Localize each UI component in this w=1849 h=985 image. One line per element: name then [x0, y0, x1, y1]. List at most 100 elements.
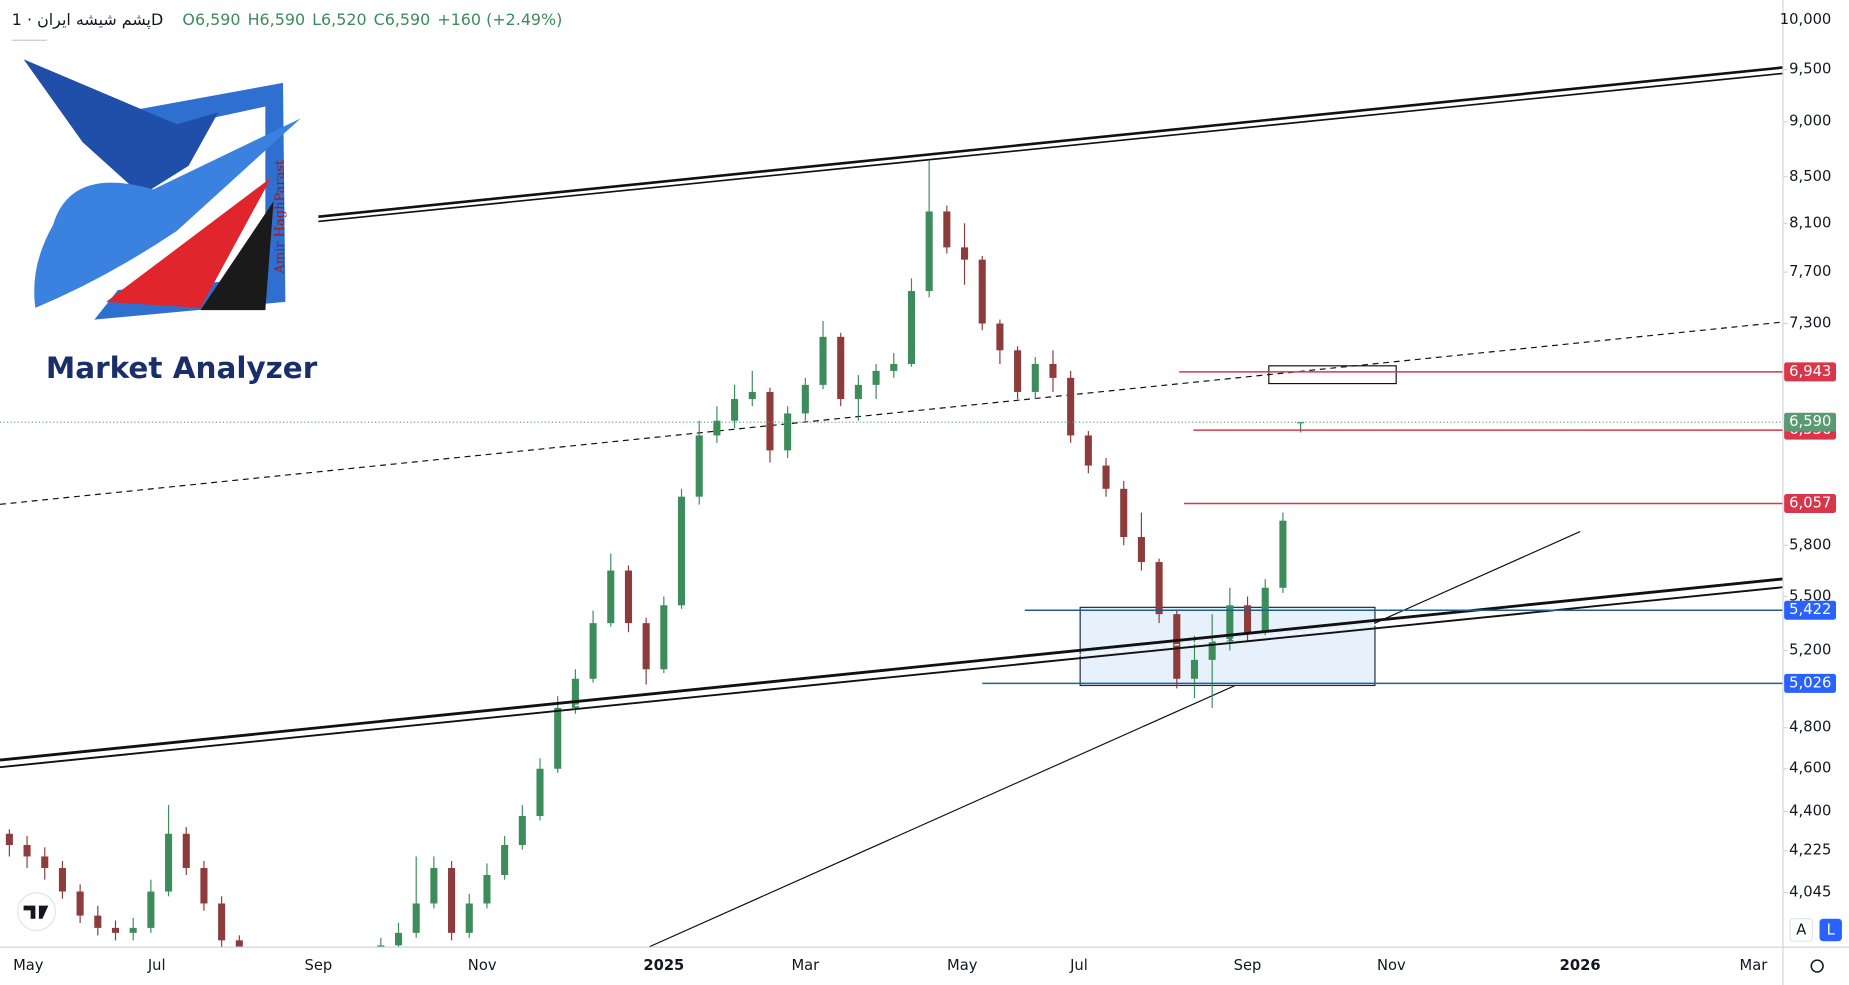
candle-body — [58, 867, 66, 892]
axes: 10,000 9,500 9,000 8,500 8,100 7,700 7,300 5,80… — [13, 11, 1831, 974]
settings-icon[interactable] — [1810, 959, 1824, 973]
log-button-label[interactable]: L — [1827, 922, 1836, 939]
tv-logo — [17, 892, 57, 932]
channel-line — [0, 586, 1783, 769]
candle-body — [571, 678, 579, 708]
price-tag-label: 5,422 — [1789, 601, 1831, 618]
ohlc-value: C6,590 — [374, 10, 431, 29]
x-tick-label: Jul — [1069, 957, 1088, 974]
candle-body — [925, 211, 933, 292]
price-tag — [1784, 362, 1837, 382]
candle-body — [1155, 562, 1163, 615]
candle-body — [1279, 520, 1287, 588]
x-tick-label: Jul — [147, 957, 166, 974]
x-tick-label: May — [13, 957, 44, 974]
candle-body — [589, 623, 597, 679]
y-tick-label: 8,500 — [1789, 168, 1831, 185]
x-tick-label: Mar — [791, 957, 820, 974]
price-tag — [1784, 673, 1837, 693]
candle-body — [1031, 363, 1039, 392]
time-axis — [0, 947, 1783, 985]
trend-line — [318, 66, 1783, 218]
x-tick-label: Mar — [1740, 957, 1769, 974]
symbol: پشم شیشه ایران · 1D — [12, 10, 163, 30]
channel-line — [0, 577, 1783, 762]
candle-body — [41, 856, 49, 868]
price-tag — [1784, 600, 1837, 620]
candle-body — [996, 323, 1004, 351]
price-tag-label: 6,057 — [1789, 494, 1831, 511]
candle-body — [465, 903, 473, 933]
y-tick-label: 4,400 — [1789, 803, 1831, 820]
y-tick-label: 4,045 — [1789, 884, 1831, 901]
candle-body — [1067, 377, 1075, 436]
header: پشم شیشه ایران · 1D O6,590 H6,590 L6,520 C6… — [12, 10, 563, 30]
candle-body — [978, 259, 986, 324]
candle-body — [111, 927, 120, 933]
logo-red — [106, 177, 272, 308]
trend-line — [318, 72, 1783, 223]
logo-title: Market Analyzer — [46, 351, 318, 385]
x-tick-label: 2026 — [1560, 957, 1601, 974]
tv-badge — [17, 892, 57, 932]
candle-body — [677, 496, 686, 606]
candle-body — [147, 891, 155, 928]
ohlc-value: O6,590 — [182, 10, 240, 29]
levels — [0, 371, 1783, 685]
candle-body — [748, 391, 756, 400]
candle-body — [394, 932, 403, 946]
price-tag-label: 5,026 — [1789, 674, 1831, 691]
candle-body — [536, 768, 544, 816]
candles — [5, 159, 1305, 948]
candle-body — [1226, 605, 1234, 642]
target-box — [1268, 365, 1397, 385]
candle-body — [1120, 488, 1128, 538]
price-axis — [1782, 0, 1849, 985]
candle-body — [837, 336, 845, 400]
candle-body — [235, 940, 243, 948]
x-tick-label: Sep — [1234, 957, 1262, 974]
candle-body — [642, 623, 650, 670]
candle-body — [182, 833, 190, 868]
price-tag — [1784, 494, 1837, 513]
candle-body — [1190, 659, 1199, 679]
median-line — [0, 321, 1783, 505]
ohlc-value: H6,590 — [248, 10, 306, 29]
candle-body — [1014, 350, 1022, 392]
candle-body — [960, 247, 969, 260]
candle-body — [518, 815, 526, 846]
last-price-label: 6,590 — [1789, 413, 1831, 430]
candle-body — [200, 867, 208, 904]
y-tick-label: 9,000 — [1789, 113, 1831, 130]
candle-body — [1208, 641, 1216, 660]
channel-line — [0, 582, 1783, 765]
log-button[interactable] — [1819, 918, 1842, 942]
candle-body — [412, 903, 420, 933]
candle-body — [943, 211, 951, 248]
y-tick-label: 5,500 — [1789, 587, 1831, 604]
candle-body — [5, 833, 13, 846]
candle-body — [872, 370, 880, 385]
ohlc-value: +160 (+2.49%) — [437, 10, 562, 29]
auto-button[interactable] — [1789, 918, 1814, 942]
price-tag-label: 6,943 — [1789, 363, 1831, 380]
logo: Amir HaghParast Market Analyzer — [11, 39, 318, 385]
candle-body — [607, 570, 615, 624]
candle-body — [1137, 537, 1145, 563]
ohlc-value: L6,520 — [312, 10, 366, 29]
logo-bird — [23, 59, 219, 196]
candle-body — [448, 867, 456, 933]
auto-button-label[interactable]: A — [1796, 922, 1806, 939]
candle-body — [501, 845, 509, 875]
candle-body — [1297, 422, 1305, 424]
x-tick-label: Nov — [1377, 957, 1406, 974]
y-tick-label: 4,800 — [1789, 719, 1831, 736]
logo-signature: Amir HaghParast — [273, 159, 288, 275]
last-price-tag — [1784, 412, 1837, 432]
channel — [0, 577, 1783, 769]
candle-body — [1173, 614, 1181, 679]
candle-body — [766, 391, 774, 451]
